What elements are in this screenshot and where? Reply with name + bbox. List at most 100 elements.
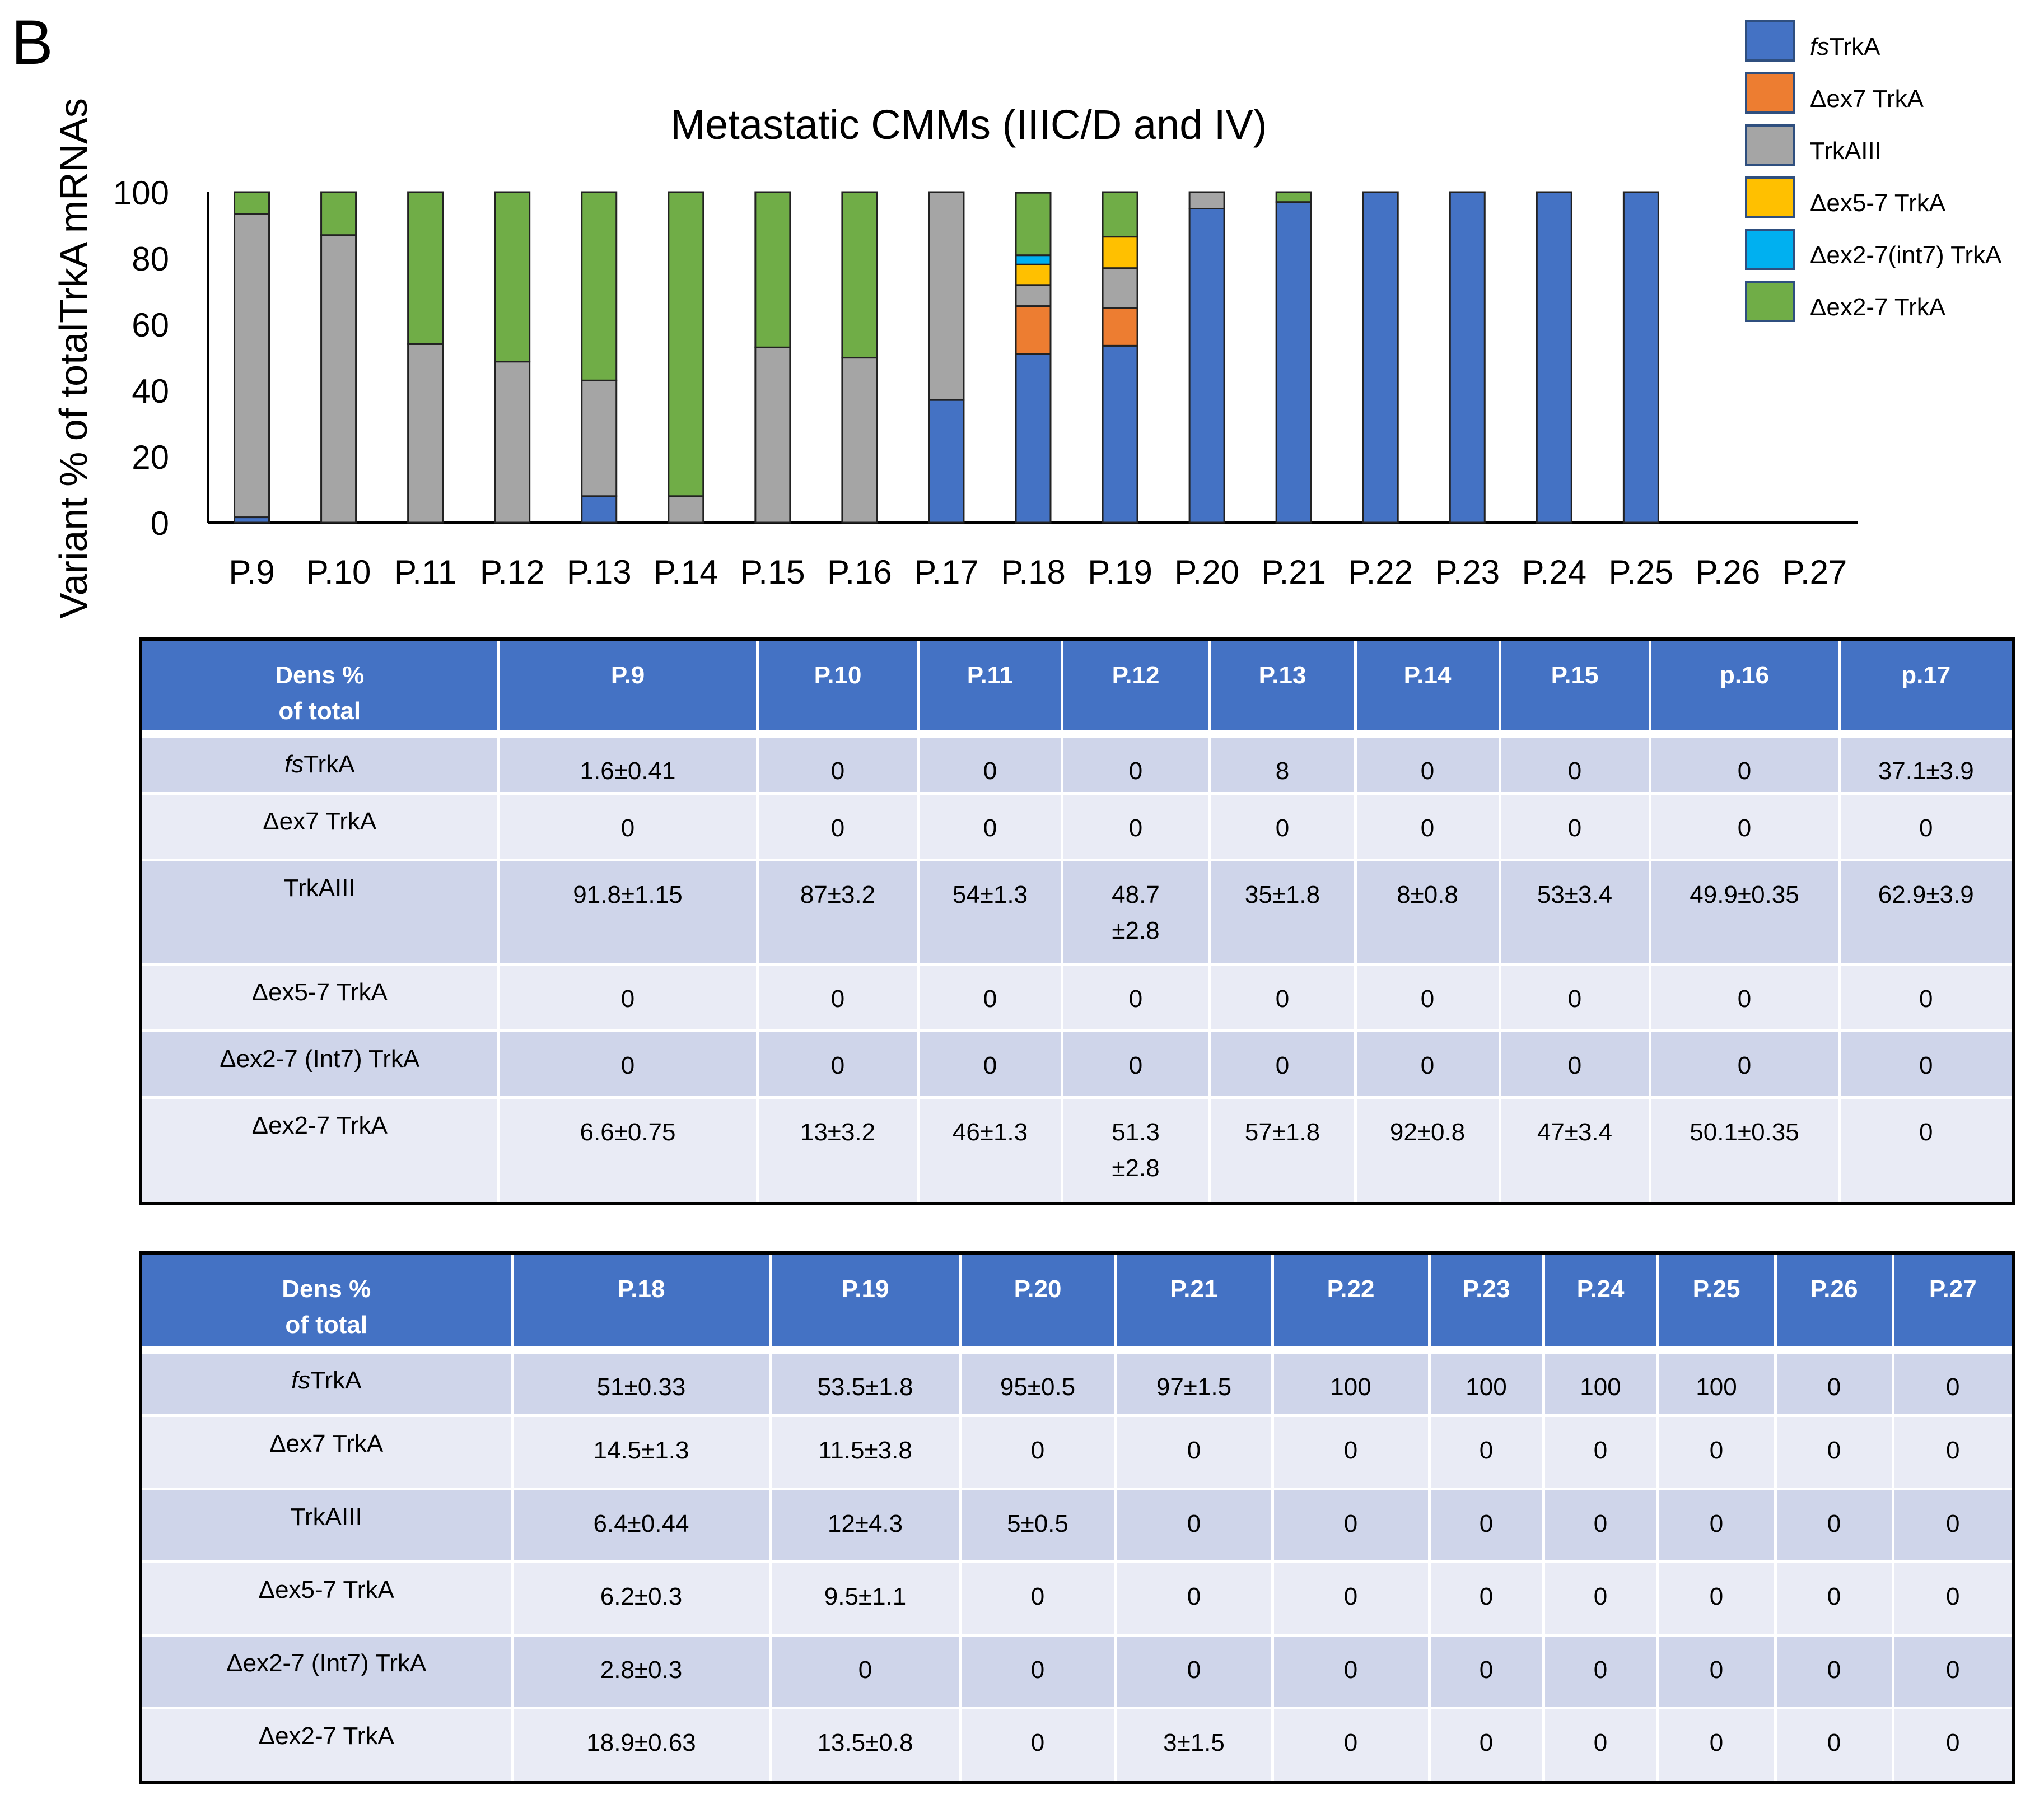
table-cell: 0: [1656, 1414, 1775, 1489]
table-cell: 37.1±3.9: [1837, 732, 2012, 794]
x-tick-label: P.17: [914, 553, 979, 591]
column-header: P.10: [755, 641, 918, 734]
x-tick-label: P.19: [1088, 553, 1152, 591]
table-cell: 0: [1208, 1029, 1355, 1098]
legend-label: fsTrkA: [1810, 33, 1880, 60]
table-cell: 47±3.4: [1498, 1096, 1650, 1202]
bar-segment-P.14-Δex2-7 TrkA: [668, 191, 704, 497]
table-cell: 0: [1060, 1029, 1210, 1098]
y-tick-label: 20: [132, 439, 169, 476]
table-cell: 0: [1648, 1029, 1839, 1098]
bar-segment-P.18-Δex2-7 TrkA: [1015, 192, 1052, 257]
column-header: P.19: [769, 1255, 960, 1350]
table-cell: 0: [1774, 1487, 1893, 1562]
table-cell: 51.3 ±2.8: [1060, 1096, 1210, 1202]
table-cell: 0: [1354, 1029, 1500, 1098]
table-cell: 100: [1427, 1348, 1543, 1416]
column-header: P.24: [1542, 1255, 1658, 1350]
legend-label: Δex2-7(int7) TrkA: [1810, 241, 2002, 269]
table-cell: 0: [917, 791, 1062, 860]
column-header: P.13: [1208, 641, 1355, 734]
row-label: Δex7 TrkA: [142, 1414, 512, 1489]
table-cell: 6.2±0.3: [510, 1560, 771, 1635]
table-cell: 0: [1427, 1707, 1543, 1781]
table-row: Δex5-7 TrkA 6.2±0.3 9.5±1.1 0 0 0 0 0 0 0 0: [142, 1560, 2012, 1635]
chart-title: Metastatic CMMs (IIIC/D and IV): [671, 101, 1267, 148]
table-row: Δex2-7 (Int7) TrkA 0 0 0 0 0 0 0 0 0: [142, 1029, 2012, 1098]
y-tick-label: 60: [132, 306, 169, 344]
bar-segment-P.16-Δex2-7 TrkA: [841, 191, 878, 359]
table-cell: 0: [1774, 1348, 1893, 1416]
table-cell: 0: [1271, 1487, 1429, 1562]
table-cell: 6.6±0.75: [497, 1096, 757, 1202]
table-cell: 0: [1542, 1633, 1658, 1708]
table-cell: 0: [1060, 791, 1210, 860]
bar-segment-P.11-TrkAIII: [407, 343, 444, 524]
table-cell: 0: [1656, 1633, 1775, 1708]
bar-segment-P.17-TrkAIII: [928, 191, 965, 401]
x-tick-label: P.26: [1696, 553, 1761, 591]
table-cell: 0: [1498, 1029, 1650, 1098]
y-tick-label: 80: [132, 240, 169, 278]
table-cell: 100: [1656, 1348, 1775, 1416]
table-cell: 46±1.3: [917, 1096, 1062, 1202]
column-header: P.27: [1891, 1255, 2012, 1350]
column-header: P.20: [958, 1255, 1116, 1350]
table-row: Δex2-7 TrkA 6.6±0.75 13±3.2 46±1.3 51.3 ±2.8 5…: [142, 1096, 2012, 1202]
bar-segment-P.21-fsTrkA: [1275, 201, 1312, 524]
table-cell: 0: [1060, 962, 1210, 1031]
bar-segment-P.19-Δex7 TrkA: [1102, 307, 1138, 347]
legend-swatch: [1745, 20, 1795, 62]
table-cell: 8±0.8: [1354, 858, 1500, 964]
table-cell: 0: [1114, 1560, 1272, 1635]
table-cell: 13±3.2: [755, 1096, 918, 1202]
bar-segment-P.18-TrkAIII: [1015, 284, 1052, 307]
bar-segment-P.20-TrkAIII: [1188, 191, 1225, 209]
bar-segment-P.20-fsTrkA: [1188, 208, 1225, 524]
table-cell: 12±4.3: [769, 1487, 960, 1562]
legend-label: TrkAIII: [1810, 137, 1882, 165]
table-cell: 100: [1271, 1348, 1429, 1416]
table-cell: 0: [1498, 791, 1650, 860]
table-cell: 0: [1774, 1414, 1893, 1489]
row-label: fsTrkA: [142, 1348, 512, 1416]
table-cell: 0: [1427, 1487, 1543, 1562]
table-cell: 2.8±0.3: [510, 1633, 771, 1708]
table-cell: 0: [1837, 1096, 2012, 1202]
table-cell: 0: [1427, 1414, 1543, 1489]
table-cell: 50.1±0.35: [1648, 1096, 1839, 1202]
table-row: fsTrkA 51±0.33 53.5±1.8 95±0.5 97±1.5 100 100 1…: [142, 1348, 2012, 1416]
bar-segment-P.9-TrkAIII: [234, 213, 270, 519]
bar-segment-P.10-TrkAIII: [320, 234, 357, 524]
table-cell: 18.9±0.63: [510, 1707, 771, 1781]
table-cell: 0: [755, 732, 918, 794]
bar-segment-P.13-fsTrkA: [581, 495, 618, 524]
row-label: TrkAIII: [142, 858, 498, 964]
table-cell: 13.5±0.8: [769, 1707, 960, 1781]
legend-swatch: [1745, 229, 1795, 270]
legend-label: Δex7 TrkA: [1810, 85, 1924, 113]
column-header: P.26: [1774, 1255, 1893, 1350]
table-cell: 0: [1208, 791, 1355, 860]
bar-segment-P.16-TrkAIII: [841, 357, 878, 524]
bar-segment-P.10-Δex2-7 TrkA: [320, 191, 357, 236]
column-header: P.22: [1271, 1255, 1429, 1350]
x-tick-label: P.15: [740, 553, 805, 591]
row-label: Δex2-7 (Int7) TrkA: [142, 1029, 498, 1098]
column-header: P.15: [1498, 641, 1650, 734]
table-header-corner: Dens % of total: [142, 1255, 512, 1350]
table-cell: 0: [1498, 732, 1650, 794]
x-tick-label: P.21: [1261, 553, 1326, 591]
x-tick-label: P.9: [228, 553, 274, 591]
table-cell: 0: [1542, 1414, 1658, 1489]
bar-segment-P.19-TrkAIII: [1102, 267, 1138, 309]
x-tick-label: P.24: [1522, 553, 1586, 591]
bar-segment-P.19-Δex2-7 TrkA: [1102, 191, 1138, 238]
column-header: p.16: [1648, 641, 1839, 734]
column-header: P.21: [1114, 1255, 1272, 1350]
legend-swatch: [1745, 176, 1795, 218]
table-cell: 97±1.5: [1114, 1348, 1272, 1416]
table-row: fsTrkA 1.6±0.41 0 0 0 8 0 0 0 37.1±3.9: [142, 732, 2012, 794]
bar-segment-P.12-Δex2-7 TrkA: [494, 191, 531, 363]
bar-segment-P.18-Δex2-7(int7) TrkA: [1015, 254, 1052, 265]
